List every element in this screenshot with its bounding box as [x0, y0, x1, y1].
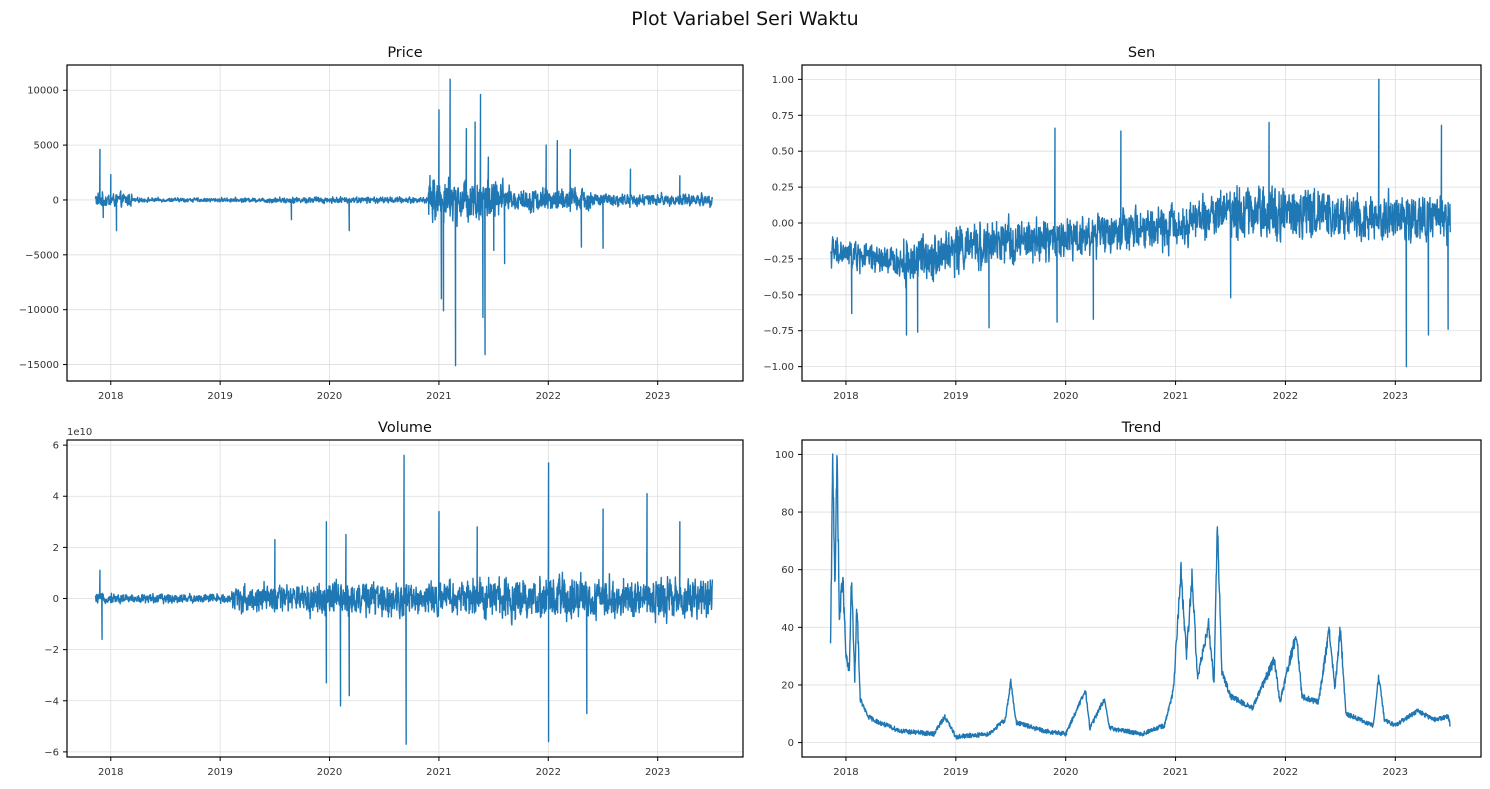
x-tick-label: 2021 [426, 767, 451, 778]
series-line-volume [94, 454, 714, 745]
axes-frame [66, 64, 744, 382]
x-tick-label: 2018 [833, 391, 858, 402]
axes-frame [801, 439, 1482, 758]
plot-area [67, 65, 743, 381]
y-tick-label: 40 [781, 623, 794, 634]
y-tick-label: 0.25 [772, 183, 794, 194]
x-tick-label: 2022 [1273, 391, 1298, 402]
x-tick-label: 2018 [98, 767, 123, 778]
plot-area [802, 440, 1481, 757]
y-tick-label: 80 [781, 508, 794, 519]
x-tick-label: 2019 [943, 767, 968, 778]
x-tick-label: 2019 [943, 391, 968, 402]
y-tick-label: 0.50 [772, 147, 794, 158]
subplot-title: Volume [378, 420, 432, 436]
x-tick-label: 2021 [426, 391, 451, 402]
x-tick-label: 2023 [1383, 391, 1408, 402]
y-offset-label: 1e10 [67, 427, 92, 438]
x-tick-label: 2022 [536, 767, 561, 778]
y-tick-label: −2 [44, 645, 59, 656]
y-tick-label: 0 [53, 594, 59, 605]
x-tick-label: 2019 [207, 391, 232, 402]
y-tick-label: 1.00 [772, 75, 794, 86]
y-tick-label: 100 [775, 450, 794, 461]
x-tick-label: 2021 [1163, 767, 1188, 778]
y-tick-label: −4 [44, 696, 59, 707]
subplot-volume: 2018 2019 2020 2021 2022 2023 6 4 2 0 −2 −4 −6 1e10 Vo… [44, 420, 744, 778]
x-tick-label: 2022 [1273, 767, 1298, 778]
y-tick-label: 5000 [34, 141, 59, 152]
subplot-trend: 2018 2019 2020 2021 2022 2023 100 80 60 40 20 0 Tren… [775, 420, 1482, 778]
y-tick-label: 6 [53, 441, 59, 452]
series-line-price [94, 78, 714, 367]
x-tick-label: 2020 [1053, 391, 1078, 402]
y-tick-label: −15000 [19, 360, 59, 371]
y-tick-label: 60 [781, 565, 794, 576]
y-tick-label: −0.75 [763, 326, 794, 337]
y-tick-label: 0.75 [772, 111, 794, 122]
series-line-sen [829, 78, 1451, 368]
y-tick-label: −1.00 [763, 362, 794, 373]
subplot-title: Price [387, 45, 422, 61]
y-tick-label: −10000 [19, 305, 59, 316]
x-tick-label: 2019 [207, 767, 232, 778]
figure-title: Plot Variabel Seri Waktu [631, 8, 858, 30]
subplot-title: Trend [1121, 420, 1162, 436]
x-tick-label: 2023 [645, 767, 670, 778]
series-line-trend [829, 453, 1451, 740]
y-tick-label: 20 [781, 680, 794, 691]
y-tick-label: 0.00 [772, 219, 794, 230]
x-tick-label: 2023 [645, 391, 670, 402]
x-tick-label: 2018 [98, 391, 123, 402]
y-tick-label: −0.50 [763, 290, 794, 301]
y-tick-label: 10000 [27, 86, 59, 97]
y-tick-label: −6 [44, 747, 59, 758]
y-tick-label: −5000 [25, 250, 59, 261]
x-tick-label: 2023 [1383, 767, 1408, 778]
x-tick-label: 2018 [833, 767, 858, 778]
y-tick-label: 0 [788, 738, 794, 749]
x-tick-label: 2020 [317, 767, 342, 778]
y-tick-label: 0 [53, 195, 59, 206]
subplot-title: Sen [1128, 45, 1155, 61]
x-tick-label: 2021 [1163, 391, 1188, 402]
y-tick-label: 2 [53, 543, 59, 554]
subplot-grid: 2018 2019 2020 2021 2022 20231000050000−5000−… [19, 45, 1482, 778]
subplot-sen: 2018 2019 2020 2021 2022 2023 1.00 0.75 0.50 0.25… [763, 45, 1482, 402]
y-tick-label: 4 [53, 492, 59, 503]
x-tick-label: 2020 [1053, 767, 1078, 778]
x-tick-label: 2022 [536, 391, 561, 402]
x-tick-label: 2020 [317, 391, 342, 402]
subplot-price: 2018 2019 2020 2021 2022 2023 10000 5000 0 −5000 −… [19, 45, 744, 402]
y-tick-label: −0.25 [763, 254, 794, 265]
